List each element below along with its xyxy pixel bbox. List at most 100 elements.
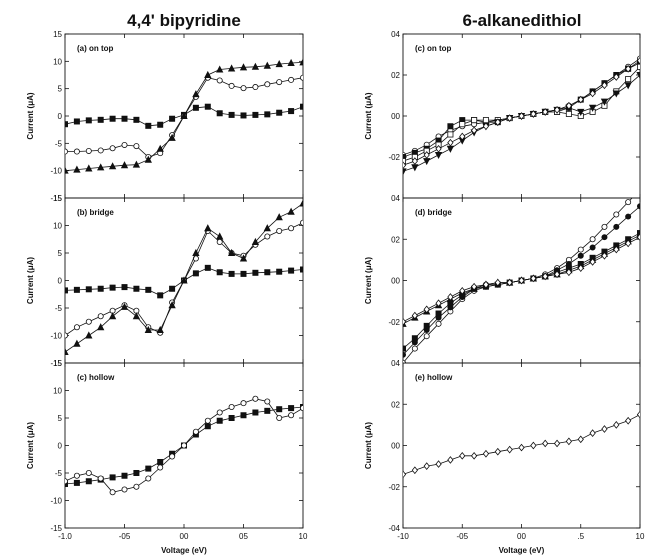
data-point: [133, 483, 140, 490]
data-point: [435, 460, 442, 468]
data-point: [482, 122, 490, 131]
data-point: [264, 407, 271, 414]
x-tick-label: -10: [397, 532, 409, 541]
data-point: [65, 166, 69, 174]
data-point: [240, 400, 247, 407]
data-point: [251, 237, 260, 246]
data-point: [65, 332, 68, 339]
data-point: [228, 403, 235, 410]
data-point: [411, 466, 418, 475]
data-point: [157, 458, 164, 465]
y-tick-label: 04: [391, 30, 400, 39]
data-point: [97, 475, 104, 482]
y-tick-label: 0: [58, 277, 63, 286]
data-point: [447, 123, 454, 130]
data-point: [65, 121, 69, 128]
data-point: [192, 270, 199, 277]
data-point: [156, 325, 164, 334]
data-point: [85, 286, 92, 293]
data-point: [577, 264, 584, 272]
data-point: [435, 144, 442, 153]
data-point: [470, 282, 478, 291]
data-point: [144, 155, 152, 163]
data-point: [120, 161, 129, 169]
data-point: [276, 79, 283, 86]
data-point: [239, 63, 248, 71]
data-point: [299, 199, 303, 207]
data-point: [601, 234, 608, 241]
chart-panel-5: 02 00 -02 -04-10 -05 00 .5 10 Current (μA) (e) ho…: [364, 362, 645, 555]
y-tick-label: 10: [53, 57, 62, 66]
data-point: [216, 77, 223, 84]
data-point: [470, 126, 478, 135]
data-point: [423, 462, 430, 470]
data-point: [108, 162, 117, 170]
data-point: [625, 65, 632, 73]
data-point: [494, 118, 501, 126]
y-tick-label: 04: [391, 194, 400, 203]
data-point: [97, 116, 104, 123]
data-point: [459, 121, 466, 128]
data-point: [423, 158, 431, 166]
data-point: [73, 339, 81, 347]
data-point: [403, 317, 407, 326]
data-point: [625, 416, 632, 425]
data-point: [65, 287, 69, 294]
chart-panel-3: 04 02 00 -02 Current (μA) (c) on top: [364, 30, 641, 199]
data-point: [133, 143, 140, 150]
data-point: [132, 160, 141, 168]
x-axis-label: Voltage (eV): [161, 546, 207, 555]
data-point: [601, 251, 608, 260]
data-point: [625, 76, 632, 83]
data-point: [601, 81, 608, 90]
data-point: [553, 270, 561, 279]
data-point: [120, 302, 129, 310]
data-point: [411, 157, 418, 165]
data-point: [157, 464, 164, 471]
data-point: [180, 111, 188, 119]
data-point: [447, 456, 454, 464]
data-point: [228, 414, 235, 421]
data-point: [299, 58, 303, 66]
data-point: [204, 70, 212, 78]
y-tick-label: -04: [388, 524, 400, 533]
data-point: [239, 254, 248, 262]
data-point: [423, 333, 430, 340]
data-point: [65, 347, 69, 356]
data-point: [403, 351, 406, 358]
x-axis-label: Voltage (eV): [499, 546, 545, 555]
y-tick-label: 00: [391, 277, 400, 286]
data-point: [530, 110, 537, 118]
data-point: [506, 114, 513, 122]
panel-label: (c) hollow: [77, 373, 115, 382]
data-point: [542, 272, 549, 281]
data-point: [435, 310, 442, 317]
data-point: [276, 268, 283, 275]
chart-panel-1: 15 10 5 0 -5 -10 -15 Current (μA) (b) bridge: [26, 194, 304, 368]
data-point: [252, 84, 259, 91]
data-point: [121, 141, 128, 148]
data-point: [97, 323, 105, 331]
data-point: [216, 269, 223, 276]
series-group: [403, 55, 640, 176]
data-point: [565, 268, 573, 277]
data-point: [144, 325, 152, 334]
data-point: [85, 478, 92, 485]
data-point: [85, 318, 92, 325]
data-point: [411, 335, 418, 342]
data-point: [624, 82, 632, 90]
y-axis-label: Current (μA): [26, 422, 35, 469]
data-point: [565, 110, 572, 117]
data-point: [636, 56, 640, 65]
data-point: [403, 158, 406, 165]
data-point: [73, 148, 80, 155]
data-point: [145, 475, 152, 482]
data-point: [447, 138, 454, 147]
data-point: [97, 147, 104, 154]
data-point: [577, 246, 584, 253]
data-point: [411, 164, 419, 172]
data-point: [482, 117, 489, 124]
data-point: [216, 238, 223, 245]
data-point: [636, 233, 640, 242]
